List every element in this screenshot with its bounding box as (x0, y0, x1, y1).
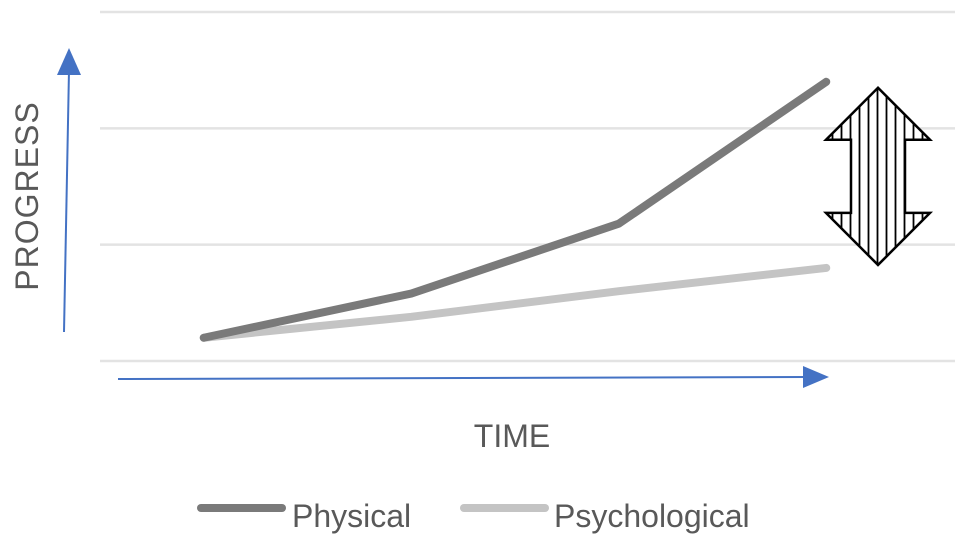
y-axis-arrowhead-icon (57, 48, 81, 75)
legend: Physical Psychological (197, 498, 750, 534)
x-axis-arrowhead-icon (803, 366, 829, 388)
gap-arrow-shape (822, 86, 934, 267)
legend-label-physical: Physical (292, 498, 411, 534)
gap-double-arrow-icon (822, 86, 934, 267)
legend-label-psychological: Psychological (554, 498, 750, 534)
y-axis-arrow-line (63, 69, 70, 333)
gridlines (100, 10, 955, 363)
y-axis-label: PROGRESS (9, 101, 45, 290)
series-lines (199, 77, 831, 342)
series-line-psychological (199, 263, 831, 342)
x-axis-arrow-line (117, 376, 809, 380)
axis-arrows (57, 48, 829, 388)
series-line-physical (199, 77, 831, 342)
x-axis-label: TIME (474, 418, 550, 454)
